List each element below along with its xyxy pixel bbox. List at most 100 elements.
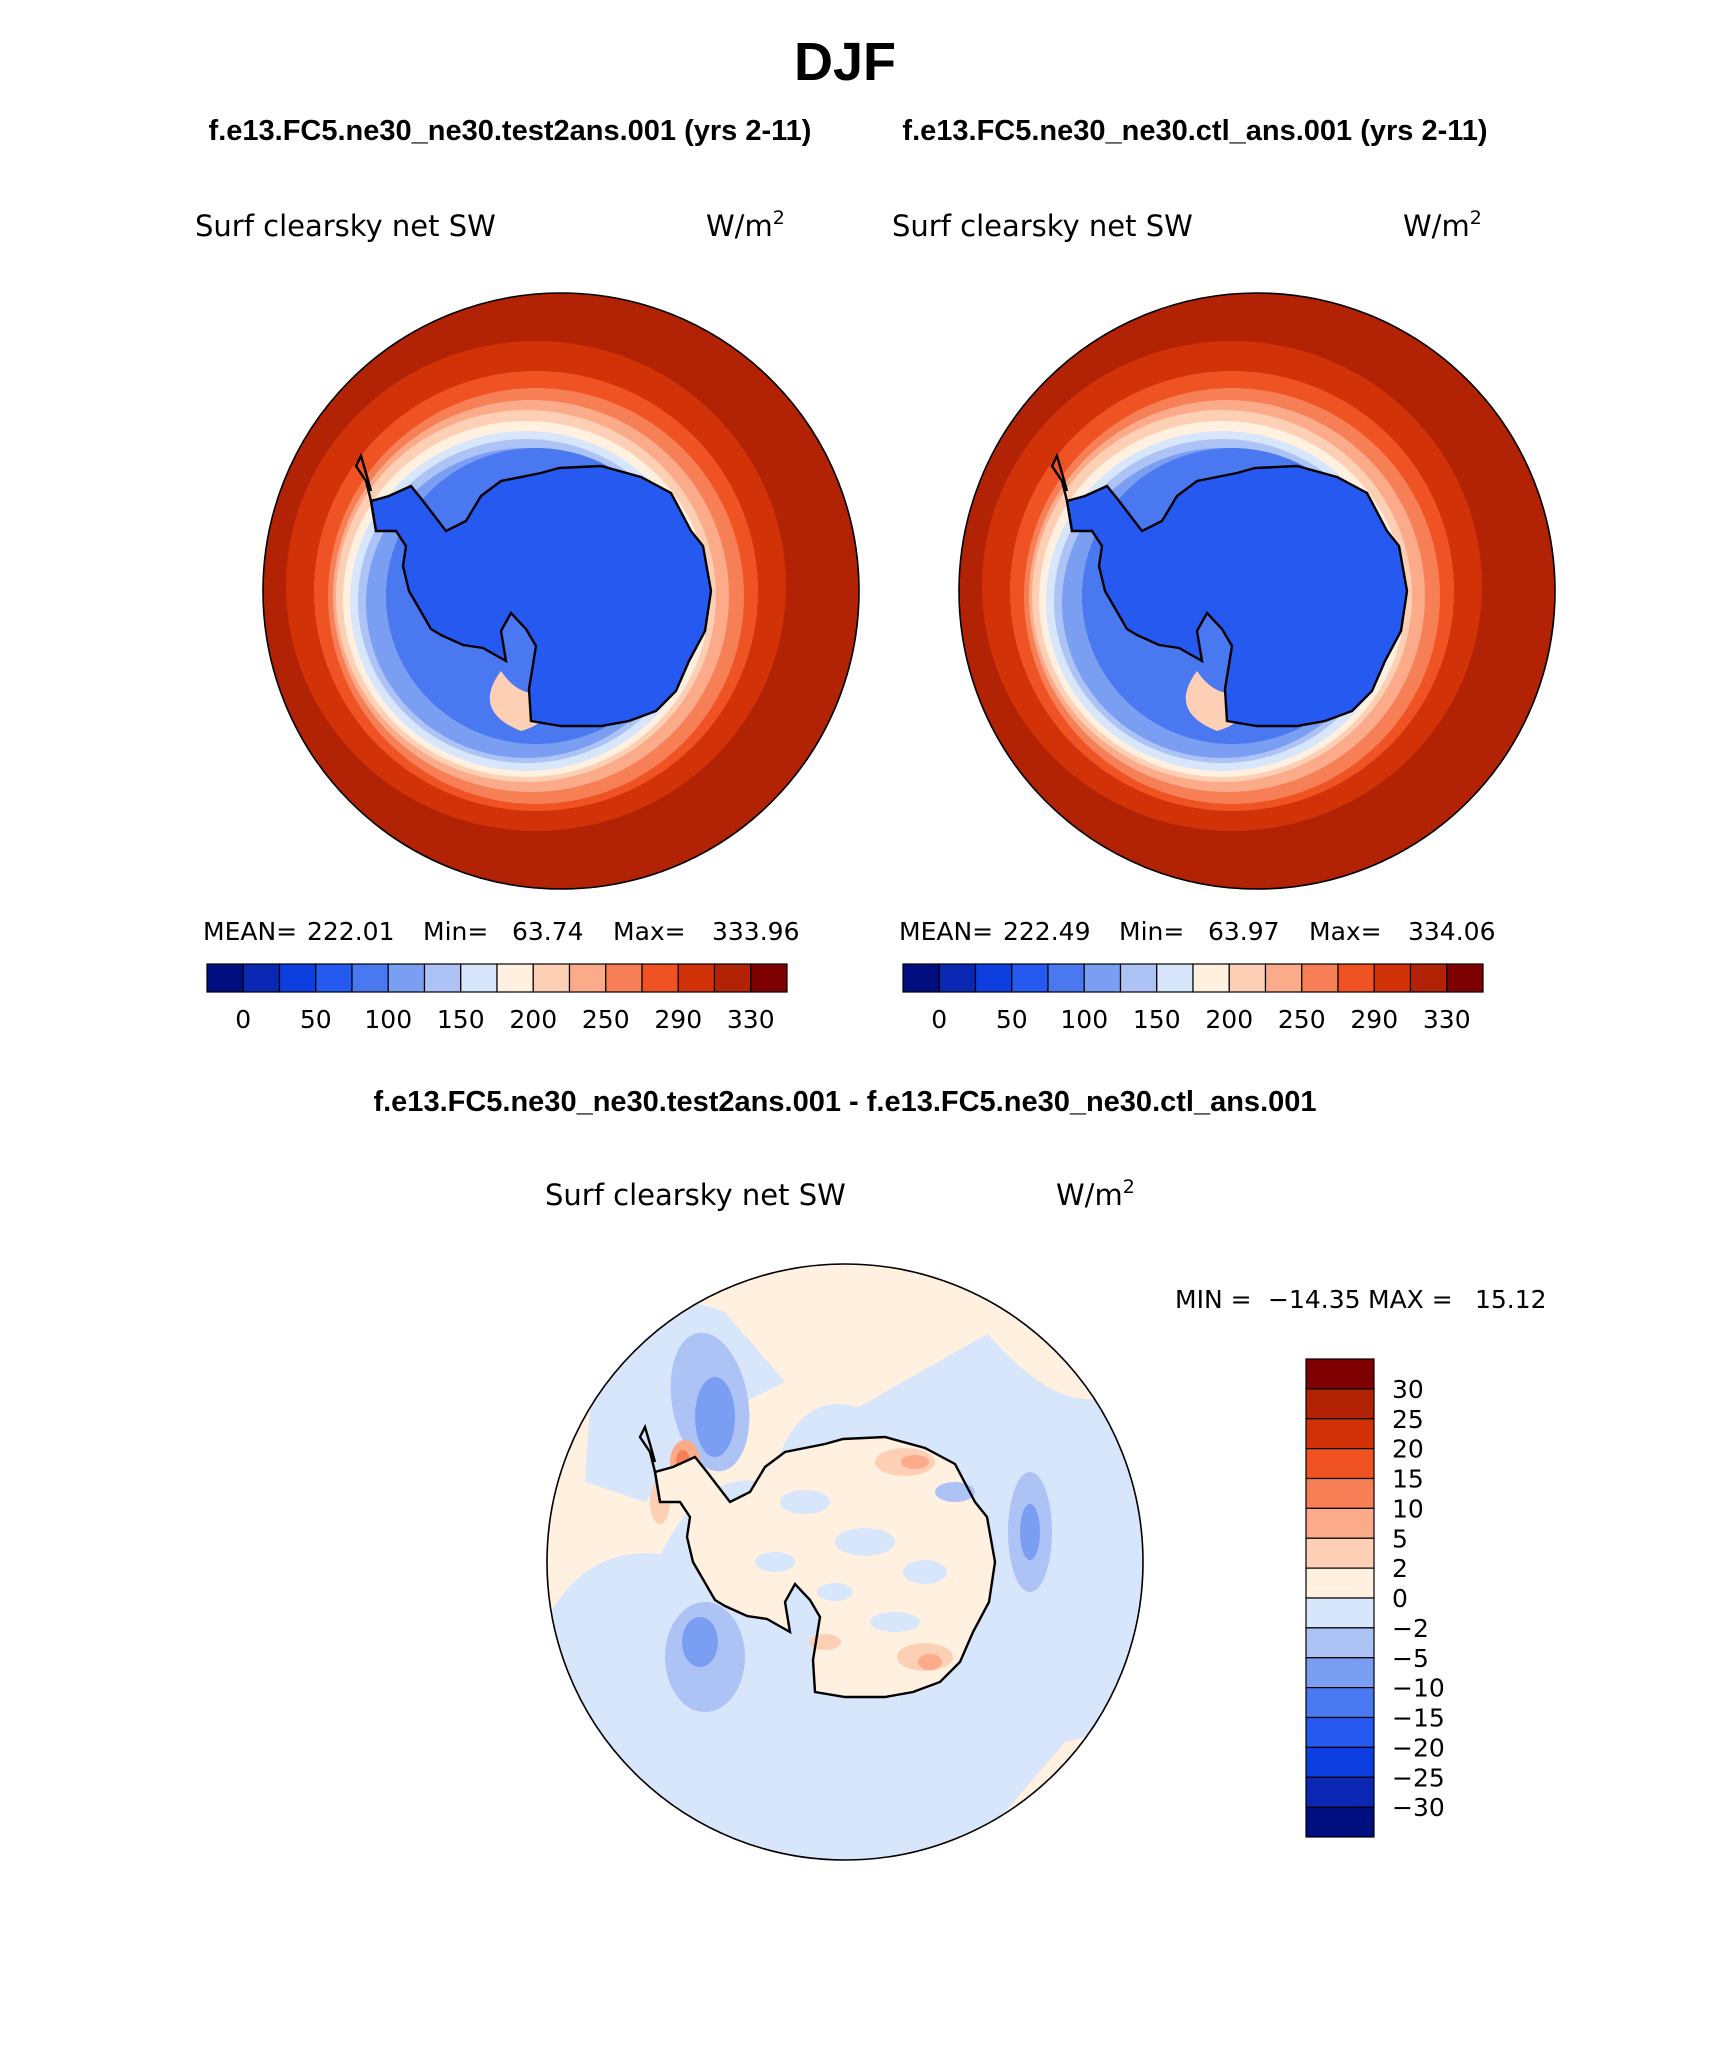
- colorbar-test: 0 50 100 150 200 250 290 330: [206, 963, 788, 1034]
- colorbar-tick-label: −5: [1392, 1644, 1429, 1673]
- colorbar-swatch: [938, 963, 977, 993]
- colorbar-tick-label: 0: [235, 1005, 251, 1034]
- colorbar-swatch: [1305, 1537, 1375, 1569]
- colorbar-tick-label: −10: [1392, 1674, 1445, 1703]
- colorbar-swatch: [1192, 963, 1230, 993]
- colorbar-tick-label: 200: [1205, 1005, 1253, 1034]
- min-value: −14.35: [1268, 1285, 1361, 1314]
- map-control: [959, 293, 1555, 889]
- colorbar-swatch: [1119, 963, 1158, 993]
- colorbar-swatch: [1337, 963, 1375, 993]
- colorbar-swatch: [1446, 963, 1484, 993]
- colorbar-swatch: [1305, 1358, 1375, 1390]
- panel-control-units: W/m2: [1403, 207, 1482, 243]
- min-value: 63.97: [1208, 917, 1280, 946]
- colorbar-swatch: [1228, 963, 1267, 993]
- colorbar-swatch: [902, 963, 940, 993]
- colorbar-tick-label: 330: [1423, 1005, 1471, 1034]
- top-right-header: f.e13.FC5.ne30_ne30.ctl_ans.001 (yrs 2-1…: [902, 115, 1487, 147]
- colorbar-swatch: [605, 963, 643, 993]
- min-label: Min=: [1119, 917, 1184, 946]
- map-difference: [547, 1264, 1143, 1860]
- colorbar-swatch: [1305, 1448, 1375, 1480]
- mean-value: 222.01: [307, 917, 394, 946]
- colorbar-swatch: [1305, 1567, 1375, 1599]
- colorbar-swatch: [1305, 1716, 1375, 1748]
- panel-control: Surf clearsky net SW W/m2: [892, 207, 1556, 1034]
- colorbar-tick-label: 15: [1392, 1465, 1424, 1494]
- panel-diff-units: W/m2: [1056, 1176, 1135, 1212]
- colorbar-tick-label: 50: [996, 1005, 1028, 1034]
- colorbar-tick-label: −15: [1392, 1704, 1445, 1733]
- diff-header: f.e13.FC5.ne30_ne30.test2ans.001 - f.e13…: [373, 1086, 1316, 1118]
- colorbar-tick-label: 150: [1133, 1005, 1181, 1034]
- max-value: 333.96: [712, 917, 799, 946]
- mean-label: MEAN=: [203, 917, 297, 946]
- panel-control-stats: MEAN= 222.49 Min= 63.97 Max= 334.06: [899, 917, 1495, 946]
- colorbar-swatch: [315, 963, 353, 993]
- colorbar-swatch: [242, 963, 281, 993]
- colorbar-swatch: [1305, 1806, 1375, 1838]
- colorbar-tick-label: −2: [1392, 1614, 1429, 1643]
- colorbar-tick-label: 100: [364, 1005, 412, 1034]
- colorbar-swatch: [1305, 1687, 1375, 1719]
- panel-difference: Surf clearsky net SW W/m2: [545, 1176, 1547, 1861]
- top-left-header: f.e13.FC5.ne30_ne30.test2ans.001 (yrs 2-…: [209, 115, 812, 147]
- interior-anomaly-blotches: [755, 1448, 975, 1671]
- panel-test-stats: MEAN= 222.01 Min= 63.74 Max= 333.96: [203, 917, 799, 946]
- mean-label: MEAN=: [899, 917, 993, 946]
- colorbar-tick-label: 290: [654, 1005, 702, 1034]
- colorbar-tick-label: 50: [300, 1005, 332, 1034]
- colorbar-tick-label: 25: [1392, 1405, 1424, 1434]
- colorbar-tick-label: 200: [509, 1005, 557, 1034]
- colorbar-tick-label: 10: [1392, 1494, 1424, 1523]
- colorbar-swatch: [206, 963, 244, 993]
- panel-control-title: Surf clearsky net SW: [892, 209, 1193, 243]
- colorbar-swatch: [460, 963, 498, 993]
- colorbar-tick-label: 20: [1392, 1435, 1424, 1464]
- min-label: Min=: [423, 917, 488, 946]
- colorbar-swatch: [496, 963, 534, 993]
- max-label: MAX =: [1368, 1285, 1453, 1314]
- mean-value: 222.49: [1003, 917, 1090, 946]
- max-label: Max=: [1309, 917, 1382, 946]
- colorbar-tick-label: 250: [1278, 1005, 1326, 1034]
- max-value: 334.06: [1408, 917, 1495, 946]
- colorbar-swatch: [1301, 963, 1339, 993]
- colorbar-swatch: [1305, 1597, 1375, 1629]
- colorbar-tick-label: 0: [931, 1005, 947, 1034]
- season-title: DJF: [794, 32, 896, 92]
- colorbar-tick-label: 250: [582, 1005, 630, 1034]
- min-label: MIN =: [1175, 1285, 1252, 1314]
- colorbar-swatch: [677, 963, 716, 993]
- colorbar-swatch: [1305, 1657, 1375, 1689]
- colorbar-swatch: [1305, 1477, 1375, 1509]
- map-test: [263, 293, 859, 889]
- max-value: 15.12: [1475, 1285, 1547, 1314]
- colorbar-swatch: [1047, 963, 1085, 993]
- colorbar-swatch: [641, 963, 679, 993]
- colorbar-swatch: [750, 963, 788, 993]
- colorbar-swatch: [423, 963, 462, 993]
- max-label: Max=: [613, 917, 686, 946]
- colorbar-swatch: [713, 963, 752, 993]
- colorbar-tick-label: −25: [1392, 1763, 1445, 1792]
- colorbar-swatch: [387, 963, 426, 993]
- colorbar-tick-label: −20: [1392, 1733, 1445, 1762]
- colorbar-tick-label: 150: [437, 1005, 485, 1034]
- panel-test-title: Surf clearsky net SW: [195, 209, 496, 243]
- panel-test: Surf clearsky net SW W/m2: [195, 207, 860, 1034]
- colorbar-tick-label: 0: [1392, 1584, 1408, 1613]
- colorbar-tick-label: 2: [1392, 1554, 1408, 1583]
- colorbar-swatch: [1409, 963, 1448, 993]
- min-value: 63.74: [512, 917, 584, 946]
- colorbar-swatch: [1305, 1627, 1375, 1659]
- colorbar-swatch: [1083, 963, 1122, 993]
- colorbar-swatch: [1305, 1776, 1375, 1808]
- colorbar-swatch: [1305, 1507, 1375, 1539]
- colorbar-swatch: [974, 963, 1013, 993]
- colorbar-tick-label: 30: [1392, 1375, 1424, 1404]
- colorbar-swatch: [1373, 963, 1412, 993]
